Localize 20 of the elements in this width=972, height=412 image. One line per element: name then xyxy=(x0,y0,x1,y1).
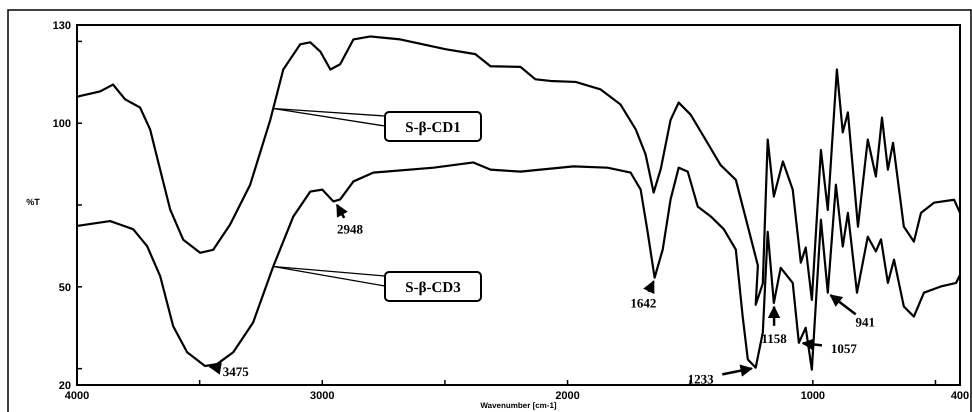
text: S-β-CD3 xyxy=(405,280,461,296)
text: S-β-CD1 xyxy=(405,120,461,136)
annotation: 941 xyxy=(856,314,876,330)
annotation: 1233 xyxy=(688,372,714,387)
annotation: 1057 xyxy=(830,340,858,356)
x-tick-label: 400 xyxy=(950,390,970,402)
x-tick-label: 2000 xyxy=(555,390,580,402)
x-tick-label: 1000 xyxy=(800,390,826,402)
annotation: 2948 xyxy=(337,221,364,236)
x-axis-title: Wavenumber [cm-1] xyxy=(480,401,557,410)
annotation: 3475 xyxy=(222,364,250,380)
y-tick-label: 50 xyxy=(58,282,71,294)
x-tick-label: 4000 xyxy=(64,390,90,402)
annotation: 1158 xyxy=(761,330,788,346)
y-axis-title: %T xyxy=(26,197,40,207)
annotation: 1642 xyxy=(630,296,656,311)
y-tick-label: 130 xyxy=(52,20,71,32)
y-tick-label: 100 xyxy=(52,118,71,130)
x-tick-label: 3000 xyxy=(310,390,335,402)
y-tick-label: 20 xyxy=(58,380,71,392)
